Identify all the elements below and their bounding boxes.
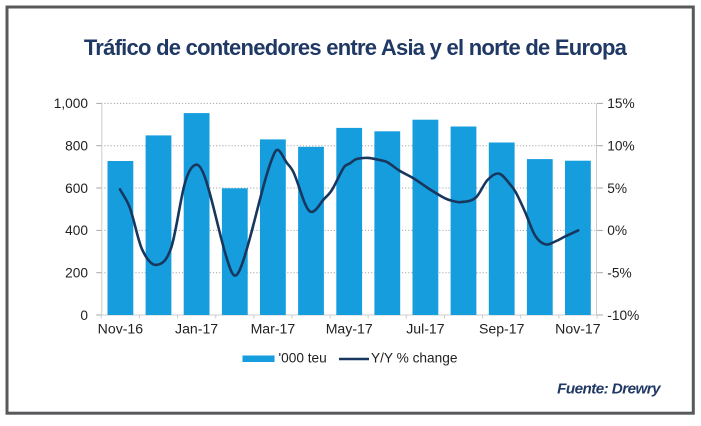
svg-text:200: 200 [65, 266, 88, 281]
svg-text:600: 600 [65, 181, 88, 196]
svg-text:Nov-17: Nov-17 [555, 321, 601, 337]
svg-text:Nov-16: Nov-16 [98, 321, 144, 337]
svg-text:May-17: May-17 [326, 321, 373, 337]
svg-text:10%: 10% [607, 139, 634, 154]
svg-text:Y/Y % change: Y/Y % change [371, 351, 458, 366]
svg-text:Fuente: Drewry: Fuente: Drewry [557, 381, 662, 398]
svg-text:0%: 0% [607, 223, 627, 238]
svg-text:15%: 15% [607, 96, 634, 111]
svg-text:Jul-17: Jul-17 [406, 321, 445, 337]
svg-text:Sep-17: Sep-17 [479, 321, 525, 337]
svg-text:Jan-17: Jan-17 [175, 321, 218, 337]
svg-text:1,000: 1,000 [54, 96, 89, 111]
svg-text:800: 800 [65, 139, 88, 154]
svg-text:400: 400 [65, 223, 88, 238]
svg-text:-10%: -10% [607, 308, 639, 323]
svg-text:Mar-17: Mar-17 [251, 321, 296, 337]
svg-text:Tráfico de contenedores entre: Tráfico de contenedores entre Asia y el … [84, 35, 628, 60]
svg-text:5%: 5% [607, 181, 627, 196]
svg-text:0: 0 [80, 308, 88, 323]
svg-text:-5%: -5% [607, 266, 631, 281]
svg-text:'000 teu: '000 teu [279, 351, 327, 366]
